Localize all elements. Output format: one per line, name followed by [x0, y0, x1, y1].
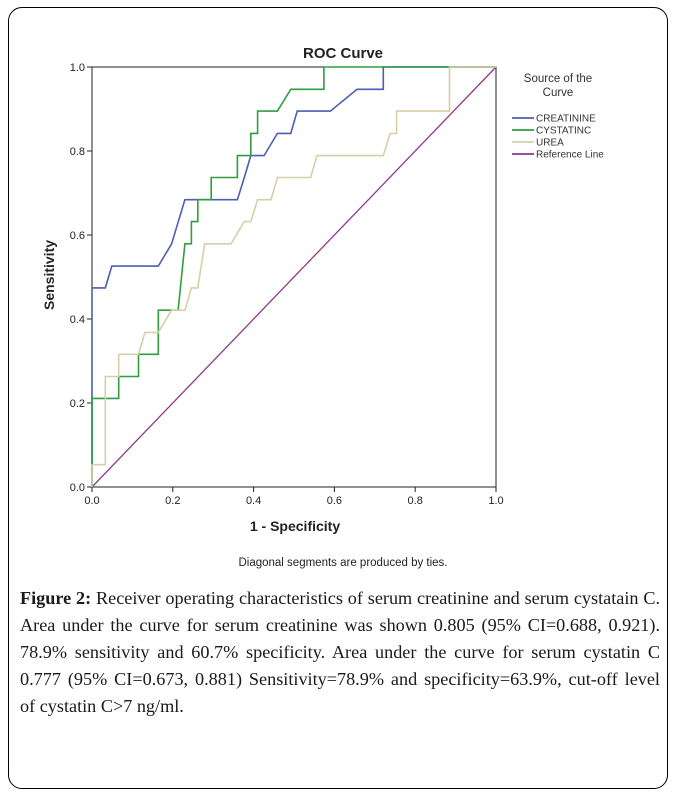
legend-label-reference-line: Reference Line — [536, 150, 604, 161]
series-line-creatinine — [91, 66, 496, 487]
figure-caption: Figure 2: Receiver operating characteris… — [20, 585, 660, 720]
legend-title-line1: Source of the — [524, 73, 592, 85]
caption-text: Receiver operating characteristics of se… — [20, 588, 661, 716]
caption-label: Figure 2: — [20, 588, 92, 608]
series-line-reference-line — [91, 66, 497, 488]
legend-label-cystatinc: CYSTATINC — [536, 126, 591, 137]
legend-title-line2: Curve — [543, 87, 574, 99]
y-tick-label: 0.2 — [70, 398, 85, 410]
x-tick-label: 0.6 — [327, 495, 342, 507]
y-axis-label: Sensitivity — [41, 240, 57, 310]
plot-area: 0.0 0.2 0.4 0.6 0.8 1.0 0.0 0.2 0.4 0.6 0.8 1.0 — [70, 62, 504, 507]
y-tick-label: 0.6 — [70, 230, 85, 242]
y-tick-label: 0.0 — [70, 482, 85, 494]
y-tick-label: 0.8 — [70, 146, 85, 158]
legend: Source of the Curve CREATININECYSTATINCU… — [512, 73, 604, 161]
x-tick-label: 0.8 — [408, 495, 423, 507]
x-tick-label: 0.0 — [84, 495, 99, 507]
y-tick-label: 0.4 — [70, 314, 85, 326]
x-axis-label: 1 - Specificity — [250, 518, 340, 534]
x-tick-label: 0.2 — [165, 495, 180, 507]
series-line-urea — [91, 66, 496, 487]
series-line-cystatinc — [91, 66, 496, 487]
legend-label-urea: UREA — [536, 138, 564, 149]
x-tick-label: 0.4 — [246, 495, 261, 507]
chart-footnote: Diagonal segments are produced by ties. — [238, 557, 447, 569]
y-tick-label: 1.0 — [70, 62, 85, 74]
chart-title: ROC Curve — [303, 45, 383, 62]
roc-chart: ROC Curve 0.0 0.2 0.4 0.6 0.8 1.0 0.0 0.2 0.4 0.6… — [41, 45, 604, 569]
x-tick-label: 1.0 — [488, 495, 503, 507]
legend-label-creatinine: CREATININE — [536, 114, 596, 125]
